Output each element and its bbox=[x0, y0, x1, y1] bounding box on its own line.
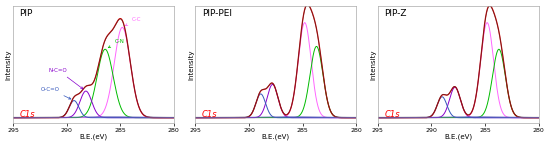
Text: C1s: C1s bbox=[384, 110, 400, 119]
Y-axis label: Intensity: Intensity bbox=[188, 49, 194, 80]
X-axis label: B.E.(eV): B.E.(eV) bbox=[79, 134, 107, 140]
X-axis label: B.E.(eV): B.E.(eV) bbox=[444, 134, 472, 140]
X-axis label: B.E.(eV): B.E.(eV) bbox=[262, 134, 290, 140]
Text: C1s: C1s bbox=[202, 110, 217, 119]
Y-axis label: Intensity: Intensity bbox=[6, 49, 12, 80]
Y-axis label: Intensity: Intensity bbox=[370, 49, 376, 80]
Text: C-C: C-C bbox=[125, 17, 141, 26]
Text: PIP-PEI: PIP-PEI bbox=[202, 9, 232, 18]
Text: PIP-Z: PIP-Z bbox=[384, 9, 406, 18]
Text: C1s: C1s bbox=[19, 110, 35, 119]
Text: C-N: C-N bbox=[108, 39, 125, 48]
Text: N-C=O: N-C=O bbox=[48, 68, 83, 89]
Text: O-C=O: O-C=O bbox=[41, 87, 71, 99]
Text: PIP: PIP bbox=[19, 9, 33, 18]
